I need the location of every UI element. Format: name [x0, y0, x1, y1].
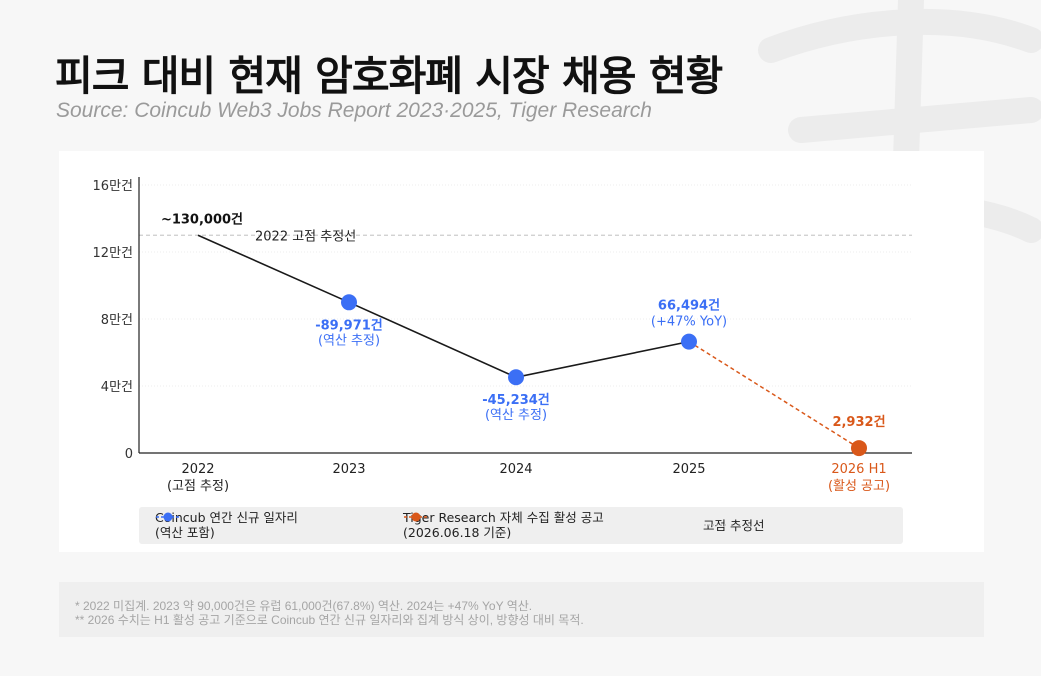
series-line-1 [688, 340, 860, 449]
y-tick-label: 12만건 [93, 246, 133, 261]
footnote-1: * 2022 미집계. 2023 약 90,000건은 유럽 61,000건(6… [75, 599, 533, 613]
footnotes: * 2022 미집계. 2023 약 90,000건은 유럽 61,000건(6… [59, 582, 984, 637]
data-label: ~130,000건 [161, 211, 243, 227]
x-tick-label: 2025 [672, 462, 705, 477]
x-tick-label: 2023 [332, 462, 365, 477]
y-tick-label: 4만건 [101, 380, 133, 395]
page-title: 피크 대비 현재 암호화폐 시장 채용 현황 [55, 52, 723, 100]
data-label: 2,932건 [832, 414, 885, 430]
data-point-2026-H1 [851, 440, 867, 457]
legend-marker-coincub [156, 512, 180, 522]
legend-sublabel-coincub: (역산 포함) [155, 525, 215, 540]
legend-label-reference: 고점 추정선 [703, 518, 765, 533]
source-citation: Source: Coincub Web3 Jobs Report 2023·20… [56, 99, 652, 122]
footnote-2: ** 2026 수치는 H1 활성 공고 기준으로 Coincub 연간 신규 … [75, 613, 584, 627]
x-tick-sublabel: (고점 추정) [167, 479, 229, 494]
data-sublabel: (역산 추정) [485, 408, 547, 423]
legend-item-tiger: Tiger Research 자체 수집 활성 공고 (2026.06.18 기… [403, 510, 604, 540]
data-label: -45,234건 [482, 392, 550, 408]
legend-marker-reference [704, 524, 728, 526]
x-tick-label: 2026 H1 [831, 462, 886, 477]
legend-sublabel-tiger: (2026.06.18 기준) [403, 525, 512, 540]
y-tick-label: 0 [125, 447, 133, 462]
legend-item-reference: 고점 추정선 [703, 518, 764, 533]
data-point-2025 [681, 333, 697, 350]
data-point-2024 [508, 369, 524, 386]
legend-marker-tiger [404, 512, 428, 522]
data-sublabel: (+47% YoY) [651, 315, 727, 330]
x-tick-sublabel: (활성 공고) [828, 479, 890, 494]
chart-card: 0 4만건 8만건 12만건 16만건 2022 고점 추정선 2022 (고점 추정) 202… [59, 151, 984, 552]
x-tick-label: 2022 [181, 462, 214, 477]
chart-legend: Coincub 연간 신규 일자리 (역산 포함) Tiger Research… [139, 507, 903, 544]
series-line-0 [197, 234, 690, 379]
data-point-2023 [341, 294, 357, 311]
data-label: -89,971건 [315, 317, 383, 333]
y-tick-label: 8만건 [101, 313, 133, 328]
x-tick-label: 2024 [499, 462, 532, 477]
legend-label-coincub: Coincub 연간 신규 일자리 [155, 510, 298, 525]
legend-label-tiger: Tiger Research 자체 수집 활성 공고 [403, 510, 604, 525]
y-tick-label: 16만건 [93, 179, 133, 194]
reference-line-label: 2022 고점 추정선 [255, 229, 356, 244]
data-sublabel: (역산 추정) [318, 333, 380, 348]
data-label: 66,494건 [658, 298, 720, 314]
legend-item-coincub: Coincub 연간 신규 일자리 (역산 포함) [155, 510, 298, 540]
line-chart: 0 4만건 8만건 12만건 16만건 2022 고점 추정선 2022 (고점 추정) 202… [93, 177, 912, 494]
